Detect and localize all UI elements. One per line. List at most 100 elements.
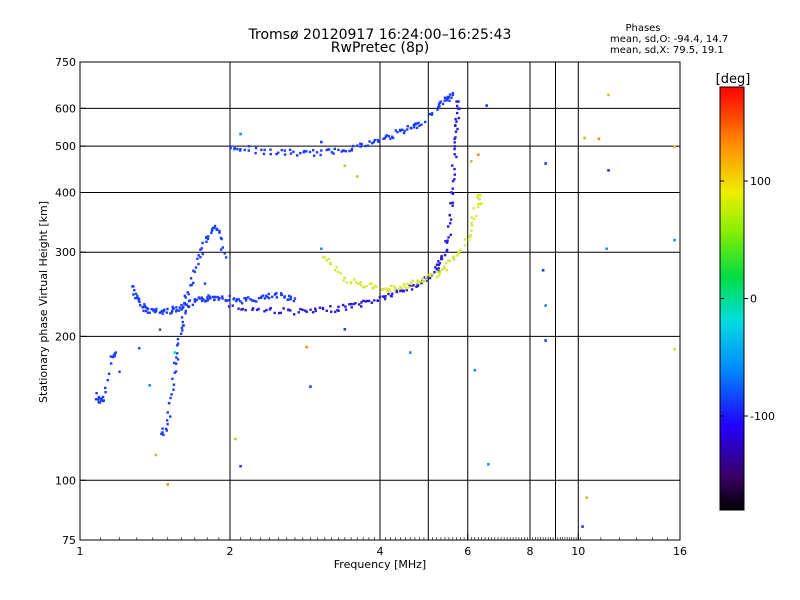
data-point: [191, 303, 195, 307]
data-point: [133, 288, 136, 292]
data-point: [239, 300, 242, 303]
data-point: [463, 238, 467, 241]
data-point: [390, 135, 394, 138]
data-point: [359, 142, 362, 145]
data-point: [174, 310, 178, 313]
data-point: [113, 354, 116, 358]
data-point: [463, 244, 467, 247]
data-point: [172, 388, 175, 391]
data-point: [297, 311, 300, 314]
data-point: [283, 153, 287, 156]
data-point: [172, 383, 176, 386]
data-point: [197, 296, 200, 299]
data-point: [218, 231, 221, 234]
data-point: [376, 138, 379, 142]
data-point: [181, 329, 184, 332]
data-point: [387, 292, 390, 296]
x-tick-label: 2: [227, 545, 234, 558]
data-point: [583, 136, 586, 140]
data-point: [289, 309, 292, 312]
data-point: [174, 362, 178, 365]
data-point: [183, 294, 187, 298]
data-point: [187, 292, 190, 296]
data-point: [197, 262, 200, 266]
data-point: [206, 296, 209, 299]
data-point: [355, 281, 358, 284]
data-point: [428, 273, 431, 277]
data-point: [332, 152, 335, 155]
data-point: [161, 312, 164, 315]
data-point: [173, 351, 177, 354]
data-point: [229, 147, 232, 150]
data-point: [445, 268, 449, 272]
data-point: [176, 358, 180, 361]
data-point: [239, 148, 242, 151]
data-point: [472, 207, 475, 210]
data-point: [145, 309, 148, 313]
grid-lines: [80, 62, 680, 540]
data-point: [244, 308, 247, 312]
data-point: [337, 309, 340, 312]
data-point: [109, 362, 113, 365]
data-point: [165, 311, 169, 314]
data-point: [213, 295, 217, 299]
data-point: [353, 278, 356, 281]
data-point: [308, 150, 312, 154]
data-point: [292, 299, 296, 303]
data-point: [289, 298, 292, 301]
data-point: [453, 167, 456, 171]
y-tick-label: 200: [55, 330, 76, 343]
data-point: [104, 391, 107, 394]
data-point: [263, 148, 266, 152]
data-point: [673, 347, 676, 351]
data-point: [289, 152, 293, 155]
data-point: [193, 299, 197, 302]
data-point: [470, 229, 473, 232]
data-point: [362, 285, 365, 289]
data-point: [373, 299, 376, 302]
data-point: [437, 267, 440, 270]
data-point: [337, 305, 340, 309]
data-point: [418, 124, 421, 128]
data-point: [428, 276, 432, 280]
data-point: [218, 296, 221, 300]
data-point: [449, 222, 452, 225]
data-point: [320, 247, 323, 251]
colorbar-tick-label: 100: [750, 175, 771, 188]
data-point: [344, 305, 347, 308]
data-point: [470, 224, 474, 227]
data-point: [438, 273, 441, 276]
data-point: [366, 299, 369, 303]
data-point: [454, 117, 457, 121]
data-point: [320, 149, 323, 152]
data-point: [418, 280, 422, 284]
data-point: [448, 99, 451, 103]
data-point: [181, 324, 185, 327]
data-point: [357, 303, 361, 306]
data-point: [437, 103, 441, 106]
data-point: [200, 247, 203, 250]
data-point: [221, 295, 224, 298]
data-point: [181, 305, 185, 309]
data-point: [213, 298, 216, 301]
data-point: [199, 255, 202, 259]
data-point: [201, 241, 204, 245]
data-point: [206, 299, 209, 302]
data-point: [321, 307, 325, 311]
data-point: [457, 100, 460, 103]
data-point: [172, 307, 175, 310]
data-point: [373, 284, 376, 288]
data-point: [166, 411, 169, 414]
data-point: [581, 525, 584, 528]
data-point: [189, 277, 193, 280]
data-point: [169, 415, 172, 418]
data-point: [453, 145, 457, 148]
data-point: [302, 151, 305, 154]
data-point: [169, 396, 172, 400]
data-point: [179, 332, 183, 335]
data-point: [448, 259, 452, 263]
data-point: [184, 303, 187, 306]
data-point: [158, 328, 162, 331]
data-point: [299, 151, 302, 155]
